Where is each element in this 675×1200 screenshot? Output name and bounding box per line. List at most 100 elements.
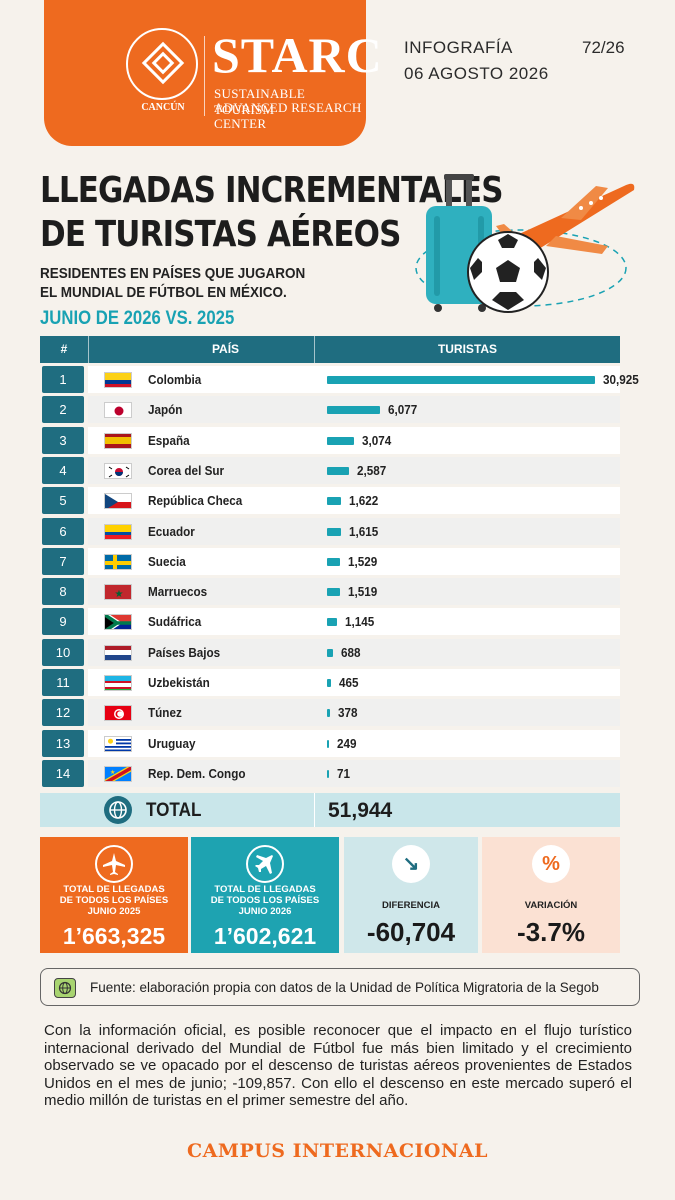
- rank-number: 2: [42, 396, 84, 424]
- country-flag-icon: [104, 432, 132, 449]
- rank-number: 13: [42, 729, 84, 757]
- country-flag-icon: [104, 493, 132, 510]
- tourist-bar: [327, 436, 354, 445]
- tourist-value-label: 1,615: [348, 523, 379, 539]
- svg-text:★: ★: [115, 589, 124, 600]
- country-name: Ecuador: [148, 523, 195, 539]
- card-variation: % VARIACIÓN -3.7%: [482, 837, 620, 953]
- tourist-bar: [327, 406, 380, 415]
- table-row: 5 República Checa 1,622: [40, 487, 620, 515]
- tourist-bar: [327, 679, 332, 687]
- tourist-value-label: 71: [337, 765, 351, 781]
- tourist-bar: [327, 739, 330, 748]
- university-seal-logo: [126, 28, 198, 100]
- card2-label-line2: DE TODOS LOS PAÍSES: [210, 895, 320, 906]
- source-box: Fuente: elaboración propia con datos de …: [40, 968, 640, 1006]
- tourist-bar: [327, 557, 341, 566]
- total-value: 51,944: [328, 799, 393, 822]
- card2-value: 1’602,621: [213, 923, 317, 949]
- globe-icon: [104, 796, 132, 824]
- country-name: Suecia: [148, 553, 186, 569]
- page-title-line2: DE TURISTAS AÉREOS: [40, 214, 401, 255]
- tourist-bar: [327, 648, 333, 657]
- tourist-value-label: 378: [338, 705, 358, 721]
- airplane-icon: [95, 845, 133, 883]
- table-row: 8 ★ Marruecos 1,519: [40, 578, 620, 606]
- country-name: Sudáfrica: [148, 614, 202, 630]
- infographic-number: 72/26: [582, 38, 625, 57]
- tourist-bar: [327, 466, 350, 475]
- total-label: TOTAL: [146, 800, 202, 821]
- card1-label-line3: JUNIO 2025: [87, 906, 141, 917]
- card4-value: -3.7%: [517, 917, 585, 947]
- rank-number: 4: [42, 456, 84, 484]
- tourist-bar: [327, 618, 337, 627]
- tourist-bar: [327, 588, 341, 597]
- country-name: República Checa: [148, 493, 243, 509]
- airplane-icon: [246, 845, 284, 883]
- infographic-date: 06 AGOSTO 2026: [404, 64, 549, 83]
- rank-number: 6: [42, 517, 84, 545]
- table-row: 12 Túnez 378: [40, 699, 620, 727]
- table-row: 3 España 3,074: [40, 426, 620, 454]
- rank-number: 7: [42, 547, 84, 575]
- tourist-bar: [327, 527, 341, 536]
- card1-label-line2: DE TODOS LOS PAÍSES: [59, 895, 169, 906]
- table-row: 7 Suecia 1,529: [40, 547, 620, 575]
- rank-number: 1: [42, 366, 84, 393]
- rank-number: 3: [42, 426, 84, 454]
- country-name: Marruecos: [148, 584, 208, 600]
- country-name: España: [148, 432, 190, 448]
- rank-number: 14: [42, 759, 84, 787]
- card3-value: -60,704: [366, 917, 456, 947]
- table-row: 10 Países Bajos 688: [40, 638, 620, 666]
- total-row: TOTAL 51,944: [40, 793, 620, 827]
- soccer-ball-icon: [467, 231, 549, 313]
- tourist-bar: [327, 769, 329, 778]
- card4-label: VARIACIÓN: [524, 900, 578, 911]
- table-row: 2 Japón 6,077: [40, 396, 620, 424]
- subtitle-line2: EL MUNDIAL DE FÚTBOL EN MÉXICO.: [40, 284, 287, 301]
- card-difference: ↘ DIFERENCIA -60,704: [344, 837, 478, 953]
- card2-label-line3: JUNIO 2026: [238, 906, 292, 917]
- rank-number: 9: [42, 608, 84, 636]
- country-name: Japón: [148, 402, 183, 418]
- infographic-label: INFOGRAFÍA: [404, 38, 513, 57]
- arrow-down-right-icon: ↘: [392, 845, 430, 883]
- tourist-value-label: 688: [340, 644, 361, 660]
- country-flag-icon: [104, 705, 132, 722]
- tourist-value-label: 249: [337, 735, 357, 751]
- footer-campus: CAMPUS INTERNACIONAL: [187, 1140, 488, 1162]
- rank-number: 10: [42, 638, 84, 666]
- country-name: Corea del Sur: [148, 462, 225, 478]
- country-flag-icon: [104, 523, 132, 540]
- university-campus: CANCÚN: [141, 102, 185, 113]
- country-flag-icon: [104, 614, 132, 631]
- card2-label-line1: TOTAL DE LLEGADAS: [214, 884, 316, 895]
- rank-number: 12: [42, 699, 84, 727]
- tourist-value-label: 1,529: [348, 553, 378, 569]
- country-flag-icon: ★: [104, 765, 132, 782]
- table-row: 11 Uzbekistán 465: [40, 669, 620, 696]
- source-text: Fuente: elaboración propia con datos de …: [90, 980, 599, 995]
- tourist-value-label: 3,074: [361, 432, 391, 448]
- rank-number: 5: [42, 487, 84, 515]
- table-row: 14 ★ Rep. Dem. Congo 71: [40, 759, 620, 787]
- country-name: Países Bajos: [148, 644, 221, 660]
- tourist-value-label: 6,077: [387, 402, 417, 418]
- country-flag-icon: [104, 735, 132, 752]
- country-name: Uruguay: [148, 735, 196, 751]
- svg-text:★: ★: [110, 769, 115, 776]
- table-row: 4 Corea del Sur 2,587: [40, 456, 620, 484]
- table-row: 9 Sudáfrica 1,145: [40, 608, 620, 636]
- card3-label: DIFERENCIA: [381, 900, 441, 911]
- analysis-paragraph: Con la información oficial, es posible r…: [44, 1022, 632, 1109]
- card-arrivals-2026: TOTAL DE LLEGADAS DE TODOS LOS PAÍSES JU…: [191, 837, 339, 953]
- country-name: Rep. Dem. Congo: [148, 765, 246, 781]
- travel-illustration: [415, 174, 635, 313]
- country-name: Uzbekistán: [148, 675, 210, 690]
- country-flag-icon: ★: [104, 584, 132, 601]
- column-header-rank: #: [60, 342, 68, 356]
- table-row: 1 Colombia 30,925: [40, 366, 639, 393]
- card-arrivals-2025: TOTAL DE LLEGADAS DE TODOS LOS PAÍSES JU…: [40, 837, 188, 953]
